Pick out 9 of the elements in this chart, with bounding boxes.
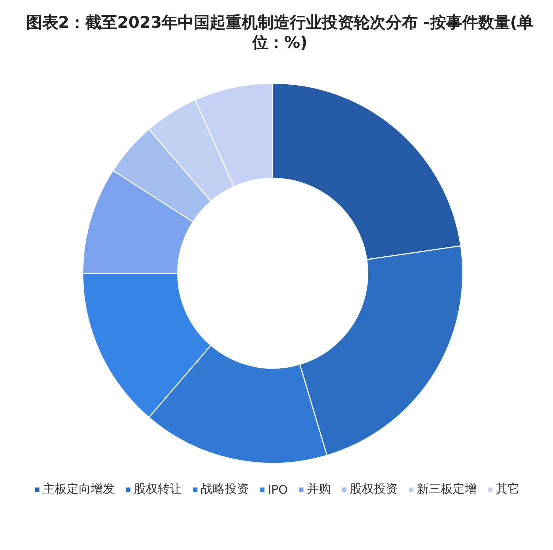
legend-label: 战略投资 xyxy=(200,481,249,498)
legend-label: 主板定向增发 xyxy=(42,481,115,498)
legend-label: 新三板定增 xyxy=(417,481,478,498)
legend-label: 并购 xyxy=(307,481,332,498)
legend-label: 其它 xyxy=(496,481,520,498)
legend-label: 股权投资 xyxy=(350,481,398,498)
legend-label: IPO xyxy=(268,482,288,496)
legend-label: 股权转让 xyxy=(134,481,182,498)
chart-title: 图表2：截至2023年中国起重机制造行业投资轮次分布 -按事件数量(单位：%) xyxy=(26,13,534,52)
